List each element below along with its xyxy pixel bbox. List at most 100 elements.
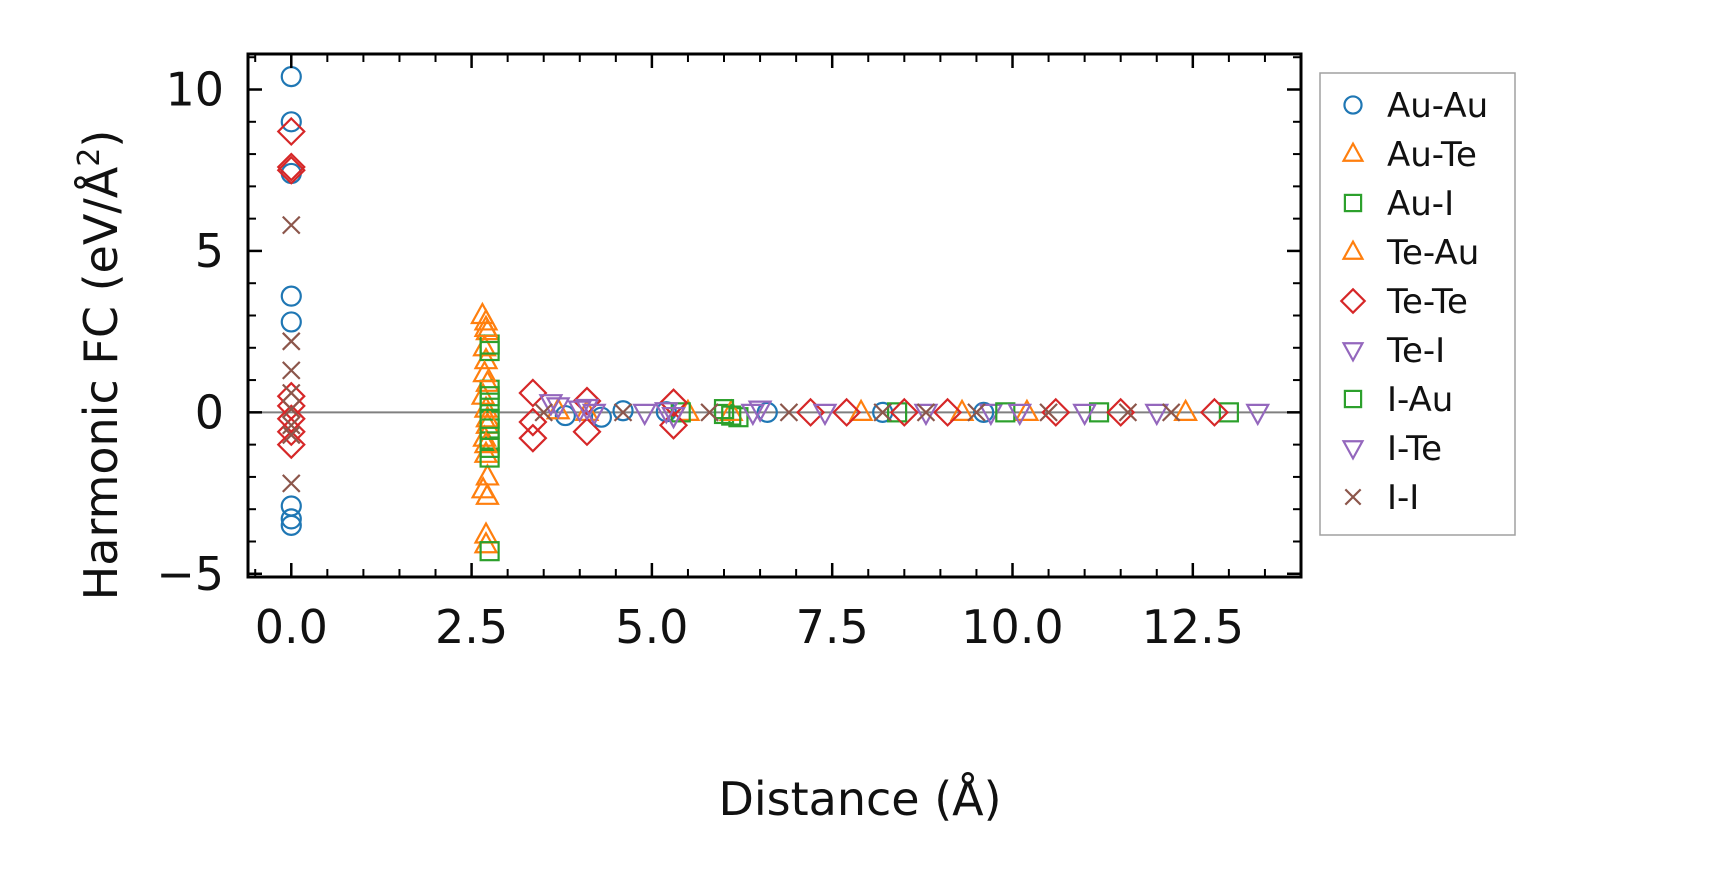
y-axis-title-superscript: 2 (72, 148, 107, 167)
data-point (518, 407, 548, 437)
data-point (479, 340, 500, 362)
y-tick-label: −5 (156, 547, 224, 601)
data-point (1007, 403, 1033, 427)
data-point (280, 311, 302, 333)
legend-marker (1341, 440, 1365, 461)
data-point (473, 395, 499, 418)
data-point (280, 65, 302, 88)
data-point (632, 403, 658, 427)
legend-label: Te-Te (1386, 282, 1468, 322)
data-point (545, 397, 571, 420)
data-point (281, 215, 301, 235)
legend-item-au-i: Au-I (1343, 184, 1454, 224)
data-point (967, 403, 986, 422)
data-point (740, 403, 766, 427)
data-point (913, 403, 939, 427)
legend-label: Te-I (1386, 331, 1445, 371)
data-point (812, 403, 838, 427)
data-point (1144, 403, 1170, 427)
data-point (889, 397, 919, 427)
series-te-i (538, 394, 1271, 430)
data-point (475, 482, 500, 505)
data-point (472, 334, 497, 357)
data-point (281, 425, 301, 445)
legend-marker (1343, 389, 1363, 409)
legend-item-te-au: Te-Au (1341, 233, 1479, 273)
data-point (1199, 397, 1230, 427)
legend-item-i-te: I-Te (1341, 429, 1442, 469)
data-point (1161, 403, 1181, 422)
y-tick-label: 5 (195, 224, 224, 278)
plot-frame (246, 52, 1303, 579)
x-tick-label: 2.5 (435, 600, 508, 654)
legend-label: I-Au (1387, 380, 1453, 420)
series-au-i (479, 334, 1239, 562)
data-point (1118, 403, 1138, 422)
legend-item-au-te: Au-Te (1341, 135, 1477, 175)
data-point (479, 386, 500, 407)
y-axis-title-close: ) (74, 130, 128, 148)
data-point (1041, 397, 1071, 427)
data-point (661, 406, 686, 430)
data-point (479, 437, 500, 458)
data-point (796, 397, 826, 427)
y-tick-label: 0 (195, 385, 224, 439)
data-point (747, 400, 773, 423)
data-point (280, 508, 302, 530)
data-point (281, 383, 301, 403)
data-point (1106, 397, 1136, 427)
data-point (574, 398, 600, 422)
legend-label: Au-Au (1387, 86, 1488, 126)
legend-marker (1343, 95, 1363, 115)
data-point (572, 386, 602, 416)
data-point (1218, 402, 1239, 423)
data-point (473, 314, 499, 338)
data-point (473, 308, 499, 331)
legend-item-te-te: Te-Te (1339, 282, 1468, 322)
series-au-au (280, 65, 995, 536)
legend-label: Au-I (1387, 184, 1454, 224)
legend-item-au-au: Au-Au (1343, 86, 1488, 126)
data-point (721, 405, 742, 426)
y-axis-title: Harmonic FC (eV/Å2) (72, 130, 128, 601)
data-point (534, 403, 553, 422)
data-point (479, 541, 500, 562)
data-point (612, 400, 634, 422)
data-point (518, 423, 548, 453)
legend-marker (1341, 141, 1365, 162)
series-i-i (281, 215, 1181, 493)
x-tick-label: 5.0 (615, 600, 688, 654)
data-point (276, 152, 306, 182)
data-point (718, 398, 744, 421)
data-point (281, 415, 301, 435)
data-point (916, 403, 936, 422)
data-point (756, 401, 778, 423)
data-point (832, 397, 862, 427)
data-point (276, 155, 306, 185)
data-point (590, 406, 613, 428)
legend-item-i-au: I-Au (1343, 380, 1453, 420)
legend-label: I-I (1387, 478, 1419, 518)
legend-marker (1343, 193, 1363, 213)
series-au-te (470, 301, 1198, 554)
data-point (479, 408, 500, 429)
data-point (281, 332, 301, 351)
legend-label: Te-Au (1386, 233, 1479, 273)
data-point (281, 399, 301, 419)
data-point (567, 400, 593, 423)
data-point (581, 403, 607, 427)
x-tick-label: 10.0 (961, 600, 1063, 654)
data-point (949, 398, 975, 421)
data-point (572, 417, 602, 447)
data-point (1072, 403, 1097, 427)
data-point (653, 402, 679, 425)
legend-marker (1341, 342, 1365, 363)
data-point (470, 301, 495, 325)
data-point (472, 359, 497, 383)
data-point (1173, 398, 1198, 421)
legend-marker (1344, 488, 1362, 506)
x-tick-label: 0.0 (255, 600, 328, 654)
legend-item-i-i: I-I (1344, 478, 1419, 518)
data-point (280, 111, 302, 133)
